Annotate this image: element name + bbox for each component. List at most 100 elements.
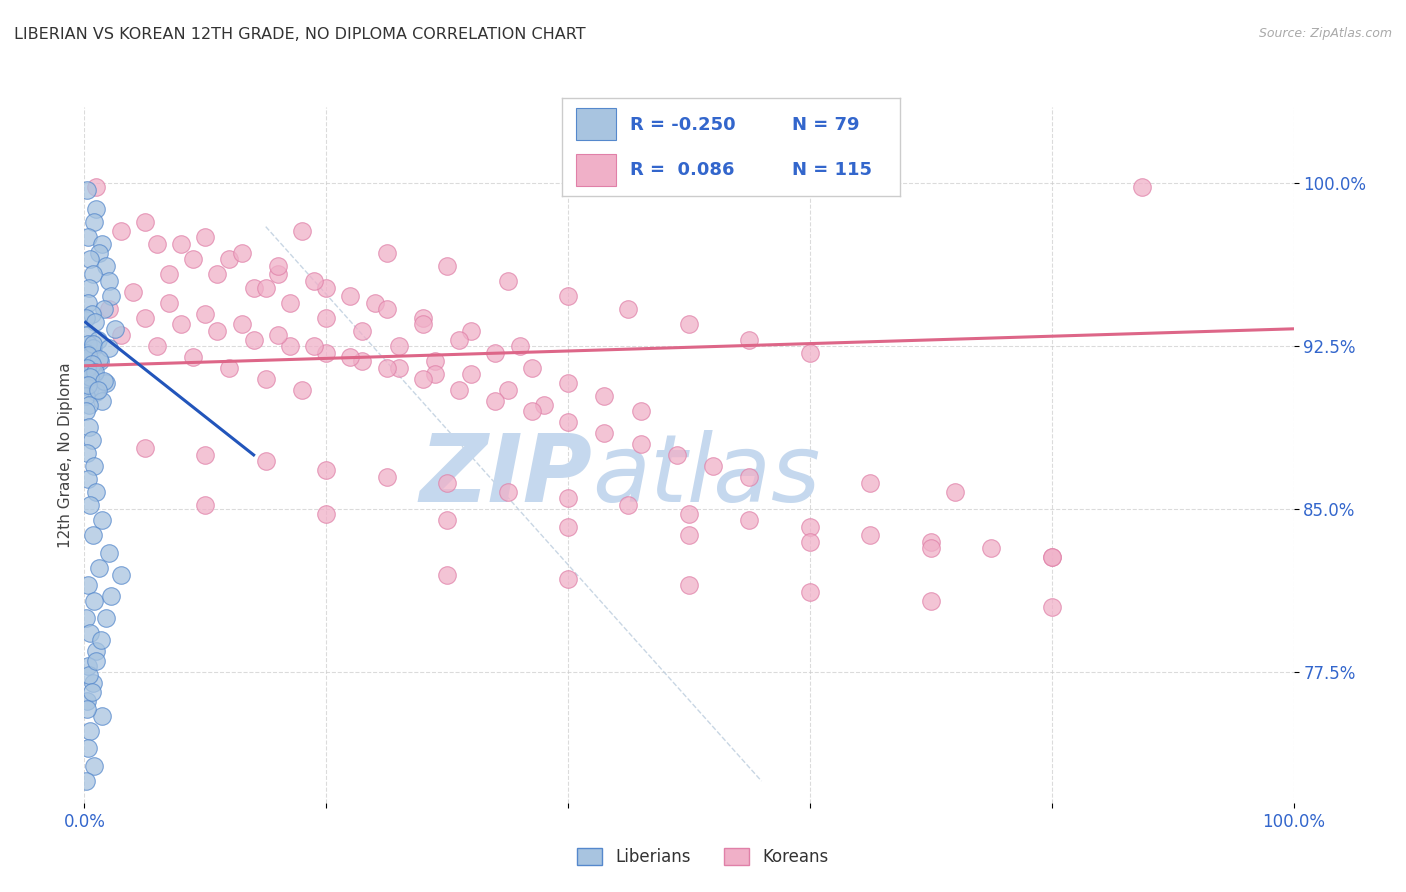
Point: [87, 352, 110, 367]
Text: atlas: atlas: [592, 430, 821, 521]
Point: [207, 324, 229, 338]
Point: [79, 369, 101, 384]
Point: [423, 354, 446, 368]
Point: [799, 519, 821, 533]
Point: [121, 285, 143, 299]
Point: [278, 339, 301, 353]
Point: [423, 368, 446, 382]
Point: [134, 442, 156, 456]
Point: [76, 693, 98, 707]
Point: [1040, 600, 1063, 615]
Point: [617, 302, 640, 317]
Point: [267, 259, 290, 273]
Point: [76, 446, 98, 460]
Point: [75, 774, 97, 789]
Point: [194, 448, 217, 462]
Point: [388, 360, 411, 375]
Point: [82, 676, 104, 690]
Text: R = -0.250: R = -0.250: [630, 116, 735, 134]
Point: [100, 289, 122, 303]
Point: [315, 310, 337, 325]
Point: [412, 318, 434, 332]
Point: [75, 404, 97, 418]
Point: [77, 472, 100, 486]
Point: [509, 339, 531, 353]
Point: [738, 469, 761, 483]
Point: [80, 685, 103, 699]
Point: [630, 437, 652, 451]
Point: [557, 376, 579, 391]
Point: [738, 513, 761, 527]
Point: [170, 237, 193, 252]
Point: [920, 541, 942, 556]
Point: [89, 354, 111, 368]
Point: [412, 310, 434, 325]
Point: [82, 337, 104, 351]
Point: [146, 339, 169, 353]
Point: [86, 202, 108, 217]
Point: [302, 274, 325, 288]
Point: [181, 350, 204, 364]
Point: [93, 374, 115, 388]
Point: [146, 237, 169, 252]
Point: [436, 567, 458, 582]
Point: [920, 534, 942, 549]
Point: [665, 448, 688, 462]
Point: [242, 333, 264, 347]
Point: [76, 328, 98, 343]
Point: [557, 415, 579, 429]
Point: [859, 476, 882, 491]
Point: [77, 378, 100, 392]
Point: [77, 667, 100, 681]
Point: [86, 180, 108, 194]
Point: [218, 252, 240, 267]
Point: [315, 507, 337, 521]
Point: [194, 498, 217, 512]
Point: [134, 310, 156, 325]
Point: [84, 365, 107, 379]
Point: [278, 295, 301, 310]
Point: [436, 259, 458, 273]
Point: [375, 302, 398, 317]
Point: [77, 419, 100, 434]
Point: [110, 567, 132, 582]
Point: [82, 268, 104, 282]
Point: [231, 318, 253, 332]
Point: [91, 513, 114, 527]
Point: [436, 513, 458, 527]
Point: [76, 183, 98, 197]
Point: [82, 342, 104, 356]
Point: [79, 626, 101, 640]
Point: [218, 360, 240, 375]
Point: [496, 383, 519, 397]
Point: [799, 534, 821, 549]
Point: [75, 389, 97, 403]
Point: [557, 491, 579, 506]
Point: [75, 310, 97, 325]
Point: [194, 230, 217, 244]
Point: [557, 519, 579, 533]
Point: [79, 498, 101, 512]
Point: [943, 484, 966, 499]
Point: [134, 215, 156, 229]
Point: [104, 322, 127, 336]
Point: [194, 307, 217, 321]
Point: [920, 593, 942, 607]
Point: [79, 724, 101, 739]
Point: [484, 345, 506, 359]
Point: [83, 593, 105, 607]
Point: [799, 585, 821, 599]
Point: [77, 398, 100, 412]
Point: [100, 589, 122, 603]
Point: [75, 345, 97, 359]
Point: [90, 632, 112, 647]
Point: [557, 572, 579, 586]
Point: [86, 643, 108, 657]
Point: [291, 224, 314, 238]
Point: [82, 528, 104, 542]
Point: [80, 433, 103, 447]
Point: [87, 245, 110, 260]
Point: [375, 245, 398, 260]
Point: [460, 324, 482, 338]
Point: [97, 302, 120, 317]
